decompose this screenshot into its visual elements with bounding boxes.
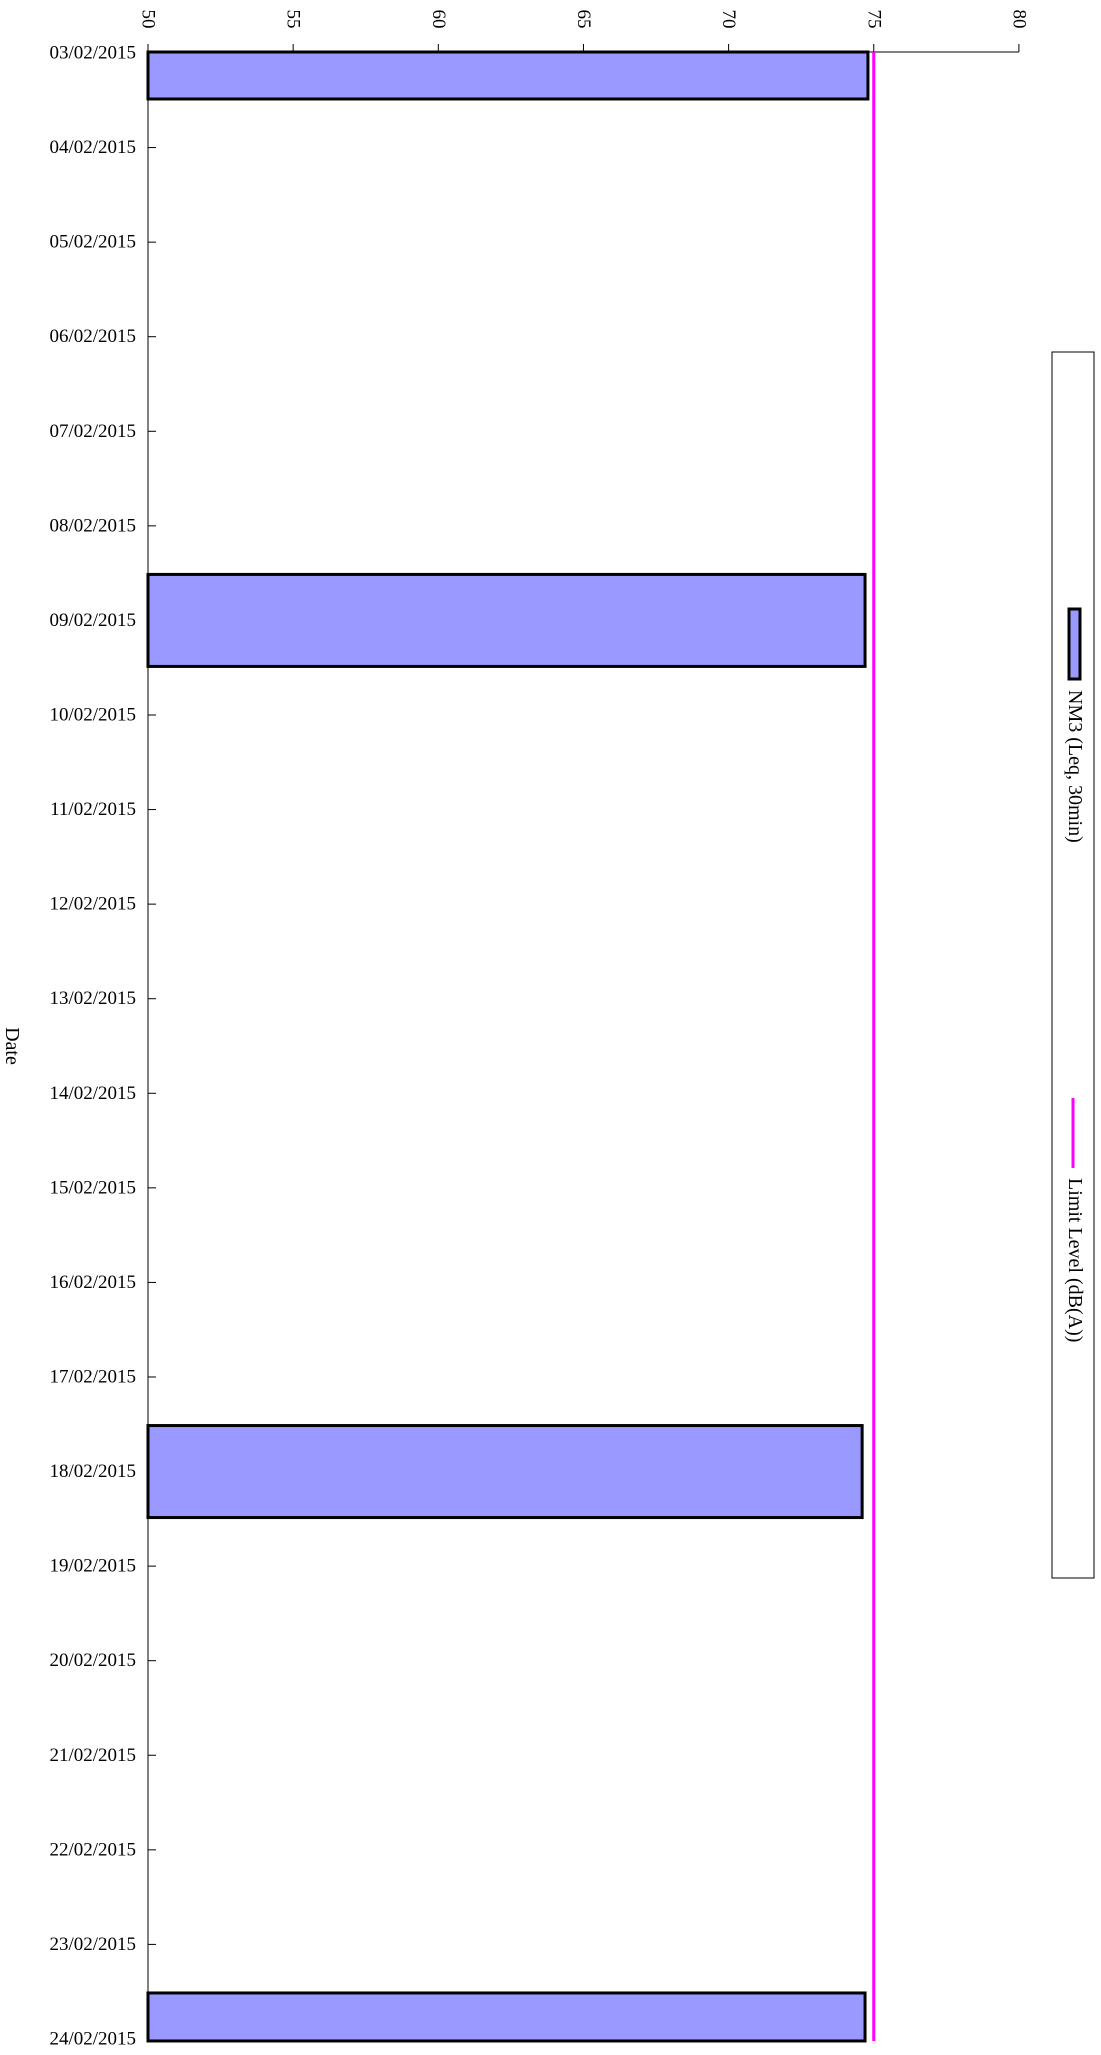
category-tick-label: 15/02/2015 bbox=[49, 1177, 136, 1198]
category-tick-label: 20/02/2015 bbox=[49, 1650, 136, 1671]
category-tick-label: 05/02/2015 bbox=[49, 232, 136, 253]
category-tick-label: 24/02/2015 bbox=[49, 2028, 136, 2049]
legend-box bbox=[1051, 351, 1095, 1579]
category-tick-label: 23/02/2015 bbox=[49, 1934, 136, 1955]
category-tick-label: 16/02/2015 bbox=[49, 1272, 136, 1293]
legend-label-limit: Limit Level (dB(A)) bbox=[1064, 1178, 1086, 1342]
bar-nm3 bbox=[146, 1424, 864, 1520]
category-tick-label: 08/02/2015 bbox=[49, 515, 136, 536]
value-tick-label: 50 bbox=[138, 10, 159, 29]
bar-nm3 bbox=[146, 1991, 867, 2043]
plot-area: 50 55 60 65 70 75 80 03/02/2015 04/02/2015 05/02/… bbox=[1, 10, 1029, 2050]
bar-nm3 bbox=[146, 50, 870, 101]
value-tick-label: 75 bbox=[863, 10, 884, 29]
category-tick-label: 03/02/2015 bbox=[49, 43, 136, 64]
value-tick-label: 65 bbox=[573, 10, 594, 29]
category-tick-label: 12/02/2015 bbox=[49, 894, 136, 915]
bar-nm3 bbox=[146, 572, 867, 668]
value-tick-label: 55 bbox=[283, 10, 304, 29]
category-tick-label: 19/02/2015 bbox=[49, 1556, 136, 1577]
category-tick-label: 13/02/2015 bbox=[49, 988, 136, 1009]
category-tick-label: 07/02/2015 bbox=[49, 421, 136, 442]
category-tick-label: 21/02/2015 bbox=[49, 1745, 136, 1766]
category-tick-label: 14/02/2015 bbox=[49, 1083, 136, 1104]
category-axis-title: Date bbox=[1, 1027, 23, 1065]
category-tick-label: 18/02/2015 bbox=[49, 1461, 136, 1482]
category-tick-label: 22/02/2015 bbox=[49, 1839, 136, 1860]
legend-label-nm3: NM3 (Leq, 30min) bbox=[1064, 690, 1086, 843]
value-tick-label: 60 bbox=[428, 10, 449, 29]
category-tick-label: 09/02/2015 bbox=[49, 610, 136, 631]
category-tick-label: 17/02/2015 bbox=[49, 1366, 136, 1387]
value-tick-label: 70 bbox=[718, 10, 739, 29]
category-tick-label: 06/02/2015 bbox=[49, 326, 136, 347]
category-tick-label: 04/02/2015 bbox=[49, 137, 136, 158]
category-tick-label: 10/02/2015 bbox=[49, 704, 136, 725]
legend: NM3 (Leq, 30min) Limit Level (dB(A)) bbox=[1051, 351, 1095, 1579]
value-tick-label: 80 bbox=[1008, 10, 1029, 29]
category-tick-label: 11/02/2015 bbox=[50, 799, 136, 820]
legend-swatch-nm3 bbox=[1067, 607, 1082, 681]
